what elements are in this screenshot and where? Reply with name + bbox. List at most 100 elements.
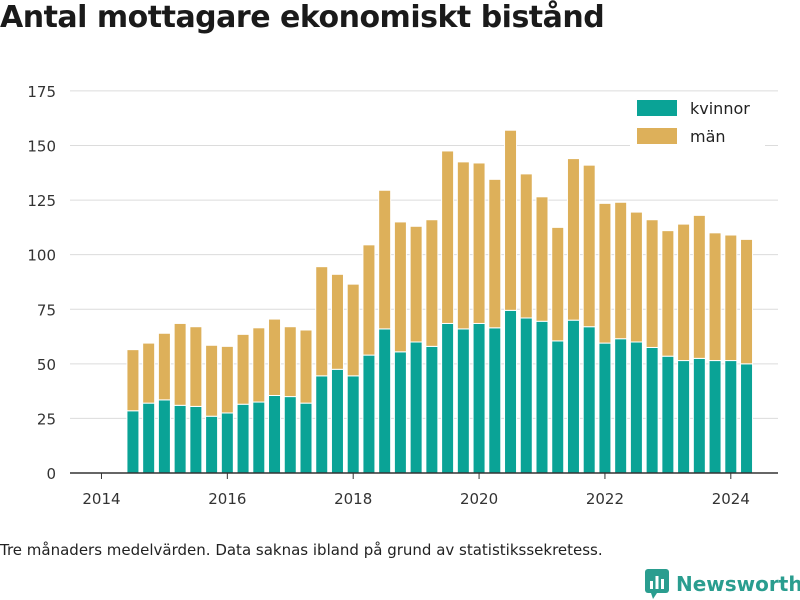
bar-man <box>315 266 329 377</box>
bar-man <box>582 164 596 328</box>
y-tick-label: 150 <box>27 138 56 156</box>
bar-kvinnor <box>378 328 392 474</box>
bar-kvinnor <box>614 338 628 474</box>
bar-man <box>378 189 392 330</box>
y-tick-label: 0 <box>46 465 56 483</box>
brand-name: Newsworthy <box>676 572 800 596</box>
bar-man <box>157 332 171 401</box>
bar-man <box>362 244 376 356</box>
bar-kvinnor <box>441 322 455 474</box>
bar-kvinnor <box>692 357 706 474</box>
brand-logo[interactable]: Newsworthy <box>645 568 800 600</box>
bar-kvinnor <box>268 394 282 474</box>
legend-swatch-kvinnor <box>637 100 677 116</box>
bar-kvinnor <box>157 399 171 474</box>
bar-man <box>220 345 234 414</box>
x-tick-label: 2024 <box>712 490 750 508</box>
bar-man <box>661 230 675 357</box>
bar-kvinnor <box>252 401 266 474</box>
bar-man <box>268 318 282 396</box>
bar-kvinnor <box>425 345 439 474</box>
newsworthy-chart-logo-icon <box>645 569 669 599</box>
bar-man <box>441 150 455 324</box>
bar-man <box>205 344 219 417</box>
bar-man <box>173 322 187 406</box>
bar-man <box>456 161 470 330</box>
x-tick-label: 2022 <box>586 490 624 508</box>
bar-man <box>189 326 203 407</box>
bar-kvinnor <box>315 375 329 474</box>
bar-man <box>629 211 643 343</box>
bar-kvinnor <box>504 309 518 474</box>
bar-kvinnor <box>535 320 549 474</box>
bar-kvinnor <box>299 402 313 474</box>
bar-kvinnor <box>645 346 659 474</box>
chart-title: Antal mottagare ekonomiskt bistånd <box>0 0 605 35</box>
bar-kvinnor <box>740 363 754 474</box>
bar-man <box>252 327 266 403</box>
bar-man <box>409 225 423 343</box>
bar-kvinnor <box>126 410 140 474</box>
bar-kvinnor <box>551 340 565 474</box>
y-tick-label: 125 <box>27 192 56 210</box>
bar-man <box>535 196 549 322</box>
x-tick-label: 2018 <box>334 490 372 508</box>
y-tick-label: 75 <box>37 301 56 319</box>
bar-kvinnor <box>189 405 203 474</box>
bar-man <box>425 219 439 347</box>
bar-man <box>614 201 628 340</box>
bar-man <box>142 342 156 404</box>
bar-kvinnor <box>456 328 470 474</box>
legend-swatch-man <box>637 128 677 144</box>
stacked-bar-chart: 0 25 50 75 100 125 150 175 2014 2016 2018 2020 2022 2… <box>27 83 778 508</box>
legend-label-kvinnor: kvinnor <box>690 99 750 118</box>
bar-man <box>236 333 250 405</box>
bar-man <box>504 129 518 311</box>
bar-man <box>393 221 407 353</box>
bar-man <box>566 158 580 321</box>
bar-man <box>330 273 344 370</box>
x-tick-label: 2014 <box>82 490 120 508</box>
bar-kvinnor <box>409 341 423 474</box>
bar-kvinnor <box>724 360 738 474</box>
bar-man <box>551 226 565 342</box>
bar-kvinnor <box>393 351 407 474</box>
y-tick-label: 25 <box>37 410 56 428</box>
chart-caption: Tre månaders medelvärden. Data saknas ib… <box>0 541 603 559</box>
bar-man <box>598 202 612 344</box>
bar-kvinnor <box>330 368 344 474</box>
bar-kvinnor <box>205 415 219 474</box>
bar-man <box>126 349 140 412</box>
bar-kvinnor <box>566 319 580 474</box>
bar-kvinnor <box>472 322 486 474</box>
bar-man <box>645 219 659 348</box>
bar-man <box>692 214 706 359</box>
bar-man <box>472 162 486 324</box>
y-tick-label: 175 <box>27 83 56 101</box>
bar-kvinnor <box>220 412 234 474</box>
y-tick-label: 50 <box>37 356 56 374</box>
bar-kvinnor <box>488 327 502 474</box>
bar-man <box>708 232 722 362</box>
bar-man <box>724 234 738 362</box>
bar-kvinnor <box>629 341 643 474</box>
bar-kvinnor <box>346 375 360 474</box>
bar-kvinnor <box>283 396 297 474</box>
bar-kvinnor <box>677 360 691 474</box>
bar-kvinnor <box>661 355 675 474</box>
x-tick-label: 2016 <box>208 490 246 508</box>
axes: 0 25 50 75 100 125 150 175 2014 2016 2018 2020 2022 2… <box>27 83 778 508</box>
bar-kvinnor <box>519 317 533 474</box>
bar-kvinnor <box>362 354 376 474</box>
bar-kvinnor <box>582 326 596 474</box>
bar-man <box>283 326 297 398</box>
bar-series <box>126 129 754 474</box>
y-tick-label: 100 <box>27 247 56 265</box>
bar-kvinnor <box>142 402 156 474</box>
x-tick-label: 2020 <box>460 490 498 508</box>
legend-label-man: män <box>690 127 726 146</box>
bar-man <box>299 329 313 404</box>
bar-man <box>346 283 360 377</box>
bar-kvinnor <box>173 404 187 474</box>
bar-man <box>740 238 754 365</box>
